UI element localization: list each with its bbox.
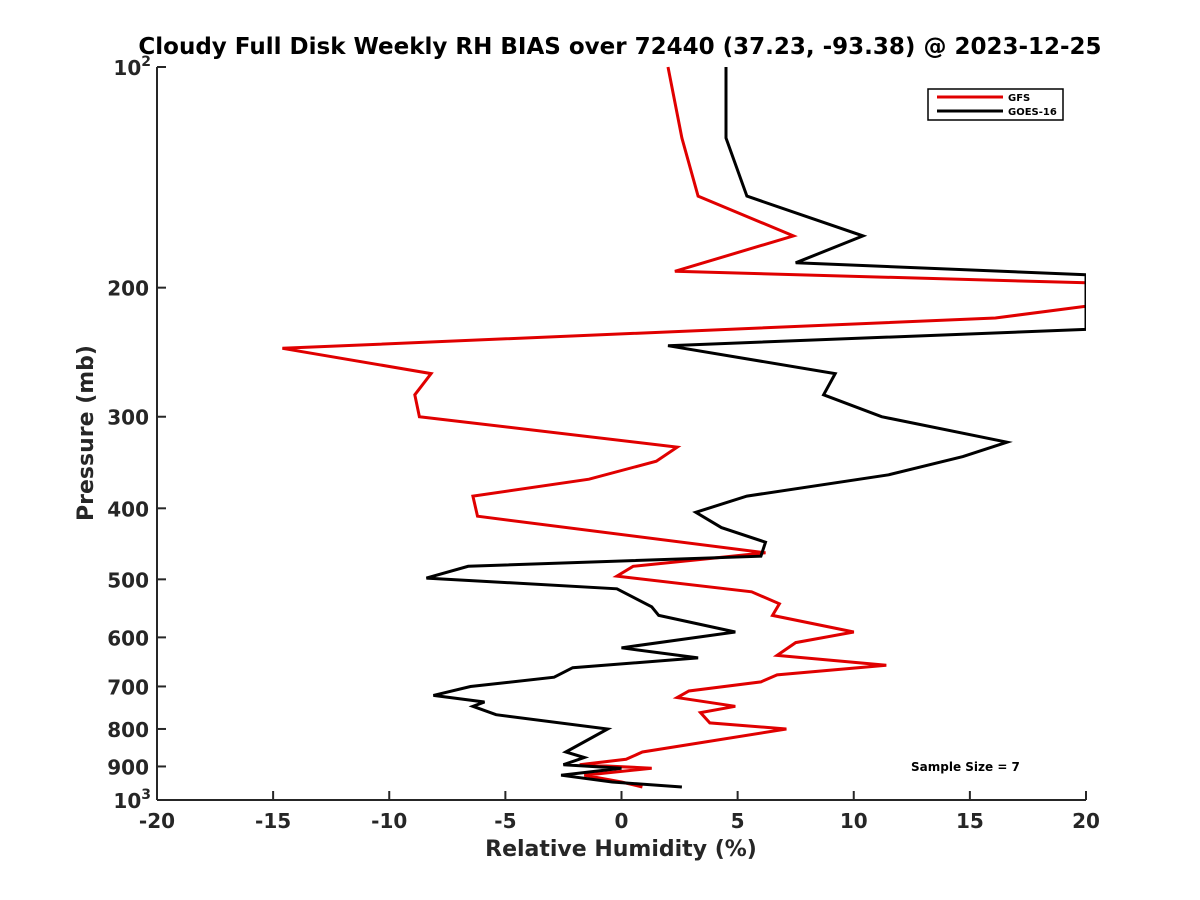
y-axis-label: Pressure (mb) <box>74 345 99 521</box>
x-tick-label: -20 <box>139 809 175 833</box>
x-ticks: -20 -15 -10 -5 0 5 10 15 20 <box>139 791 1100 833</box>
legend-box <box>927 88 1064 121</box>
x-tick-label: -15 <box>255 809 291 833</box>
x-tick-label: 0 <box>615 809 629 833</box>
y-tick-label: 900 <box>107 755 149 779</box>
series-layer <box>282 66 1086 789</box>
y-tick-label: 103 <box>113 787 151 813</box>
x-tick-label: -10 <box>371 809 407 833</box>
x-tick-label: 5 <box>731 809 745 833</box>
y-tick-label: 800 <box>107 718 149 742</box>
x-tick-label: 20 <box>1072 809 1100 833</box>
legend: GFS GOES-16 <box>927 88 1064 121</box>
series-line-goes16 <box>425 67 1086 789</box>
y-tick-label: 300 <box>107 406 149 430</box>
y-tick-label: 500 <box>107 568 149 592</box>
x-axis-label: Relative Humidity (%) <box>485 837 757 862</box>
y-tick-label: 700 <box>107 675 149 699</box>
chart-title: Cloudy Full Disk Weekly RH BIAS over 724… <box>138 34 1101 60</box>
y-ticks: 102 200 300 400 500 600 700 800 900 103 <box>107 54 166 813</box>
x-tick-label: 10 <box>840 809 868 833</box>
y-tick-label: 600 <box>107 626 149 650</box>
legend-label-gfs: GFS <box>1008 93 1030 104</box>
y-tick-label: 102 <box>113 54 151 80</box>
x-tick-label: -5 <box>494 809 516 833</box>
y-tick-label: 400 <box>107 497 149 521</box>
axes <box>156 67 1086 801</box>
legend-label-goes16: GOES-16 <box>1008 107 1057 118</box>
y-tick-label: 200 <box>107 277 149 301</box>
x-tick-label: 15 <box>956 809 984 833</box>
series-line-gfs <box>282 66 1086 789</box>
sample-size-annotation: Sample Size = 7 <box>911 760 1020 774</box>
